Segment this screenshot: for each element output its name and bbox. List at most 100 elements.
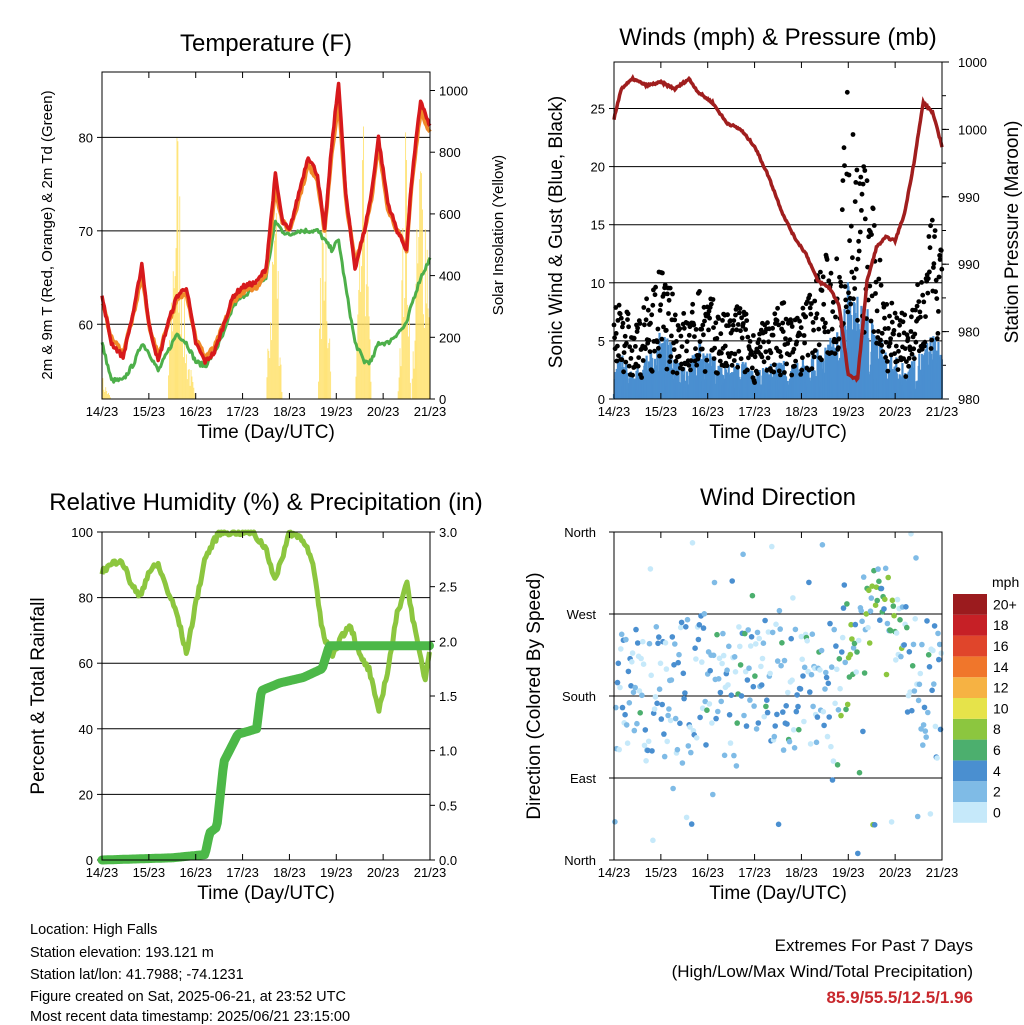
x-tick-label: 15/23 (645, 865, 678, 880)
gust-point (628, 356, 634, 361)
direction-point (831, 626, 837, 633)
direction-point (630, 689, 637, 696)
gust-point (896, 332, 902, 338)
gust-point (913, 307, 918, 313)
direction-point (855, 850, 861, 857)
gust-point (720, 318, 725, 323)
gust-point (841, 145, 847, 151)
gust-point (862, 216, 868, 222)
direction-point (729, 578, 735, 584)
y-tick-label-right: 1.5 (439, 689, 457, 704)
gust-point (932, 234, 937, 240)
direction-point (927, 811, 934, 817)
gust-point (861, 164, 867, 170)
gust-point (674, 339, 679, 344)
direction-point (826, 714, 832, 720)
direction-point (871, 822, 878, 828)
direction-point (643, 758, 649, 764)
gust-point (672, 317, 678, 323)
gust-point (887, 340, 893, 346)
gust-point (850, 132, 856, 137)
direction-point (824, 733, 831, 740)
direction-point (797, 686, 804, 692)
gust-point (807, 292, 813, 298)
gust-point (798, 325, 804, 330)
direction-point (629, 650, 636, 656)
gust-point (892, 351, 897, 356)
gust-point (700, 322, 706, 328)
x-tick-label: 17/23 (226, 404, 259, 419)
direction-point (926, 664, 933, 670)
y-tick-label-right: 3.0 (439, 525, 457, 540)
gust-point (765, 320, 770, 326)
direction-point (632, 684, 638, 691)
gust-point (737, 306, 743, 311)
direction-point (788, 635, 794, 642)
x-tick-label: 16/23 (691, 404, 724, 419)
direction-point (785, 689, 791, 696)
direction-point (798, 633, 805, 640)
direction-point (912, 616, 918, 622)
gust-point (653, 284, 658, 290)
direction-point (921, 704, 928, 711)
gust-point (811, 327, 816, 333)
direction-point (734, 720, 740, 726)
gust-point (785, 341, 791, 346)
gust-point (860, 181, 866, 187)
gust-point (840, 178, 846, 184)
gust-point (667, 359, 673, 364)
direction-point (669, 634, 676, 640)
gust-point (885, 368, 891, 374)
gust-point (726, 323, 732, 328)
direction-point (794, 692, 800, 698)
gust-point (837, 274, 842, 280)
direction-point (772, 723, 778, 729)
gust-point (934, 336, 940, 341)
y-axis-label-right: Station Pressure (Maroon) (1002, 121, 1023, 344)
gust-point (876, 276, 882, 282)
direction-point (684, 616, 691, 623)
direction-point (738, 693, 745, 699)
gust-point (746, 355, 751, 361)
x-tick-label: 18/23 (273, 865, 306, 880)
gust-point (708, 301, 714, 307)
gust-point (787, 352, 792, 358)
colorbar-swatch (953, 802, 987, 823)
y-tick-label: East (570, 771, 596, 786)
colorbar-label: 14 (993, 659, 1009, 675)
gust-point (681, 325, 687, 331)
x-tick-label: 21/23 (414, 404, 447, 419)
y-tick-label: 20 (79, 787, 93, 802)
gust-point (864, 178, 870, 184)
direction-point (882, 596, 888, 603)
gust-point (772, 311, 778, 317)
gust-point (752, 354, 758, 360)
direction-point (813, 739, 820, 746)
direction-point (764, 709, 771, 716)
x-tick-label: 17/23 (738, 404, 771, 419)
gust-point (631, 335, 637, 341)
gust-point (812, 298, 818, 304)
direction-point (837, 685, 843, 692)
gust-point (935, 331, 941, 336)
gust-point (928, 223, 933, 229)
gust-point (761, 359, 767, 365)
gust-point (666, 297, 672, 303)
direction-point (623, 636, 629, 643)
gust-point (644, 296, 649, 302)
direction-point (667, 717, 674, 724)
info-location: Location: High Falls (30, 922, 158, 938)
y-tick-label-right: 980 (958, 392, 980, 407)
direction-point (663, 666, 670, 672)
direction-point (799, 656, 805, 663)
y-tick-label: 40 (79, 722, 93, 737)
gust-point (857, 229, 863, 235)
gust-point (636, 355, 642, 360)
gust-point (672, 312, 678, 318)
gust-point (766, 339, 771, 345)
direction-point (850, 645, 857, 651)
direction-point (898, 653, 904, 660)
gust-point (801, 333, 807, 338)
gust-point (814, 311, 820, 317)
direction-point (683, 624, 689, 630)
